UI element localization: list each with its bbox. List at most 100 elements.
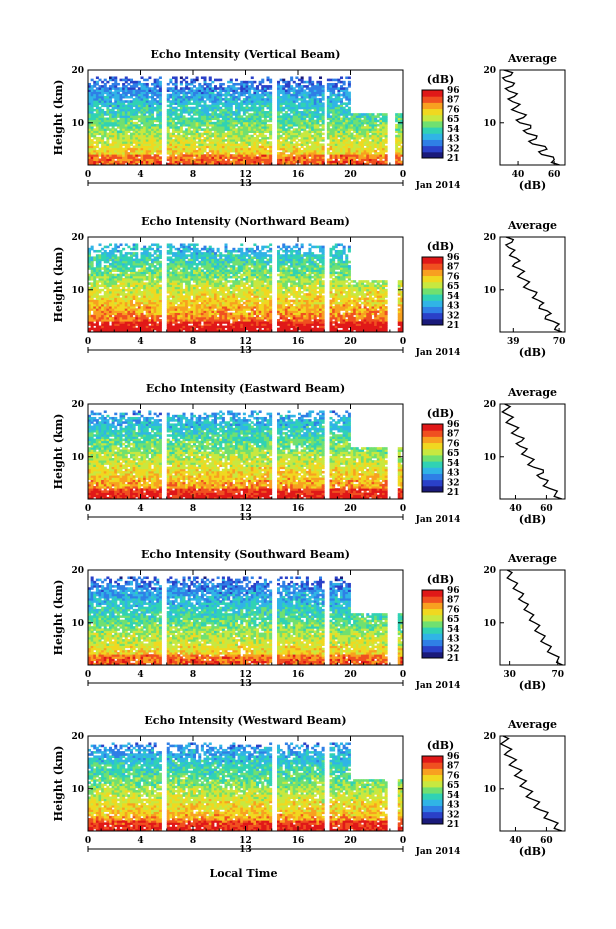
colorbar-swatch — [422, 120, 443, 128]
colorbar-frame — [421, 89, 444, 159]
average-x-tick: 60 — [540, 836, 553, 846]
colorbar-swatch — [422, 424, 443, 431]
colorbar-tick-label: 65 — [447, 615, 460, 625]
x-tick-label: 8 — [190, 337, 196, 347]
x-tick-label: 20 — [344, 337, 357, 347]
colorbar-tick-label: 65 — [447, 781, 460, 791]
colorbar-swatch — [422, 442, 443, 450]
heatmap-cells — [88, 576, 404, 666]
colorbar-swatch — [422, 90, 443, 97]
average-y-tick: 10 — [483, 286, 496, 296]
date-day-label: 13 — [239, 513, 252, 523]
colorbar-swatch — [422, 430, 443, 437]
y-tick-label: 20 — [71, 732, 84, 742]
colorbar-swatch — [422, 454, 443, 462]
colorbar-swatch — [422, 139, 443, 147]
average-y-tick: 10 — [483, 119, 496, 129]
x-tick-label: 20 — [344, 170, 357, 180]
colorbar-tick-label: 21 — [447, 488, 460, 498]
date-day-label: 13 — [239, 845, 252, 855]
x-tick-label: 4 — [137, 670, 143, 680]
average-line — [506, 569, 563, 666]
colorbar-tick-label: 87 — [447, 762, 460, 772]
average-profile: Average 39 70 20 10 (dB) — [483, 219, 566, 359]
colorbar-swatch — [422, 651, 443, 659]
average-y-tick: 10 — [483, 619, 496, 629]
average-profile: Average 40 60 20 10 (dB) — [483, 52, 566, 192]
x-tick-label: 0 — [85, 670, 91, 680]
average-frame — [499, 69, 566, 166]
x-tick-label: 8 — [190, 670, 196, 680]
colorbar-swatch — [422, 614, 443, 622]
average-y-tick: 20 — [483, 66, 496, 76]
average-x-label: (dB) — [519, 346, 546, 359]
y-tick-label: 10 — [71, 785, 84, 795]
colorbar-swatch — [422, 287, 443, 295]
colorbar-swatch — [422, 318, 443, 326]
colorbar-frame — [421, 423, 444, 493]
date-day-label: 13 — [239, 179, 252, 189]
date-label: Jan 2014 — [415, 681, 461, 691]
x-axis-label: Local Time — [210, 867, 278, 880]
x-tick-label: 20 — [344, 836, 357, 846]
colorbar-unit: (dB) — [427, 739, 454, 752]
average-x-label: (dB) — [519, 179, 546, 192]
x-tick-label: 0 — [400, 504, 406, 514]
average-profile: Average 40 60 20 10 (dB) — [483, 386, 566, 526]
x-tick-label: 16 — [292, 504, 305, 514]
colorbar-swatch — [422, 114, 443, 122]
average-x-label: (dB) — [519, 679, 546, 692]
colorbar-tick-label: 65 — [447, 449, 460, 459]
heatmap-cells — [88, 243, 404, 333]
colorbar-swatch — [422, 479, 443, 487]
panel-title: Echo Intensity (Southward Beam) — [141, 548, 350, 561]
colorbar-tick-label: 21 — [447, 654, 460, 664]
colorbar-swatch — [422, 811, 443, 819]
x-tick-label: 16 — [292, 836, 305, 846]
x-tick-label: 12 — [239, 670, 252, 680]
date-day-label: 13 — [239, 346, 252, 356]
x-tick-label: 0 — [85, 504, 91, 514]
colorbar-tick-label: 54 — [447, 125, 460, 135]
colorbar-swatch — [422, 780, 443, 788]
date-label: Jan 2014 — [415, 348, 461, 358]
colorbar-swatch — [422, 627, 443, 634]
colorbar-swatch — [422, 102, 443, 110]
colorbar-tick-label: 54 — [447, 292, 460, 302]
x-tick-label: 8 — [190, 504, 196, 514]
colorbar-swatch — [422, 756, 443, 763]
average-y-tick: 20 — [483, 732, 496, 742]
average-frame — [499, 569, 566, 666]
colorbar-swatch — [422, 312, 443, 320]
colorbar-tick-label: 32 — [447, 144, 460, 154]
colorbar-tick-label: 87 — [447, 96, 460, 106]
colorbar-tick-label: 43 — [447, 302, 460, 312]
average-y-tick: 10 — [483, 453, 496, 463]
panel-3: Echo Intensity (Eastward Beam) 0 4 8 12 16 20 0… — [52, 382, 566, 526]
colorbar-swatch — [422, 768, 443, 776]
x-tick-label: 12 — [239, 337, 252, 347]
heatmap-cells — [88, 742, 404, 832]
colorbar-swatch — [422, 306, 443, 314]
average-profile: Average 40 60 20 10 (dB) — [483, 718, 566, 858]
panel-title: Echo Intensity (Westward Beam) — [144, 714, 346, 727]
panel-title: Echo Intensity (Eastward Beam) — [146, 382, 345, 395]
colorbar-swatch — [422, 473, 443, 481]
average-x-tick: 40 — [512, 170, 525, 180]
date-label: Jan 2014 — [415, 847, 461, 857]
colorbar-swatch — [422, 762, 443, 769]
colorbar-swatch — [422, 263, 443, 270]
colorbar-tick-label: 96 — [447, 752, 460, 762]
panel-title: Echo Intensity (Northward Beam) — [141, 215, 350, 228]
average-x-tick: 60 — [540, 504, 553, 514]
average-x-tick: 70 — [552, 670, 565, 680]
colorbar-tick-label: 54 — [447, 625, 460, 635]
x-tick-label: 20 — [344, 504, 357, 514]
x-tick-label: 12 — [239, 836, 252, 846]
colorbar-swatch — [422, 127, 443, 134]
colorbar-swatch — [422, 96, 443, 103]
colorbar-tick-label: 65 — [447, 115, 460, 125]
colorbar-swatch — [422, 461, 443, 468]
